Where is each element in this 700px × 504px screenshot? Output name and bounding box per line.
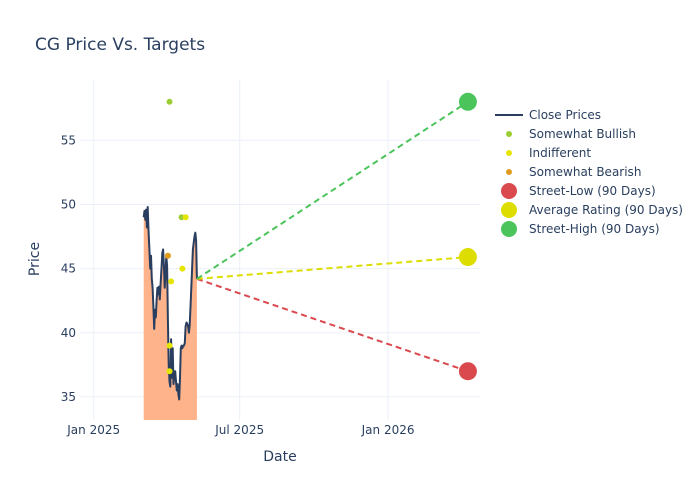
legend-label: Somewhat Bearish [529,165,641,179]
target-marker [458,362,477,381]
legend: Close Prices Somewhat Bullish Indifferent S… [495,108,683,237]
y-tick-label: 55 [61,133,76,147]
rating-dot [182,214,189,221]
y-tick-label: 45 [61,262,76,276]
grid [80,80,480,420]
target-lines [196,100,469,373]
rating-dot [166,342,173,349]
target-markers [458,92,477,381]
rating-dot [168,278,175,285]
rating-dots [164,98,189,375]
legend-marker-swatch [501,221,517,237]
legend-label: Average Rating (90 Days) [529,203,683,217]
legend-label: Indifferent [529,146,591,160]
x-tick-label: Jul 2025 [214,423,264,437]
legend-label: Somewhat Bullish [529,127,636,141]
legend-label: Street-High (90 Days) [529,222,660,236]
legend-marker-swatch [501,202,517,218]
legend-marker-swatch [501,183,517,199]
close-price-line [142,206,198,401]
close-price-area [143,207,197,420]
legend-label: Street-Low (90 Days) [529,184,656,198]
target-line [196,277,469,373]
close-price-fill [143,207,197,420]
rating-dot [164,252,171,259]
legend-dot-swatch [506,150,512,156]
rating-dot [166,98,173,105]
rating-dot [166,368,173,375]
x-axis-label: Date [263,449,296,465]
target-marker [458,248,477,267]
y-tick-label: 40 [61,326,76,340]
target-line [196,100,469,280]
rating-dot [179,265,186,272]
axes: 35 40 45 50 55 Jan 2025 Jul 2025 Jan 2026 [61,133,415,437]
target-line [196,256,468,280]
legend-dot-swatch [506,169,512,175]
target-marker [458,92,477,111]
y-axis-label: Price [27,242,43,276]
close-price-line-group [142,206,198,401]
legend-label: Close Prices [529,108,601,122]
legend-dot-swatch [506,131,512,137]
y-tick-label: 50 [61,197,76,211]
x-tick-label: Jan 2025 [66,423,120,437]
x-tick-label: Jan 2026 [361,423,415,437]
y-tick-label: 35 [61,390,76,404]
chart-title: CG Price Vs. Targets [35,35,205,55]
